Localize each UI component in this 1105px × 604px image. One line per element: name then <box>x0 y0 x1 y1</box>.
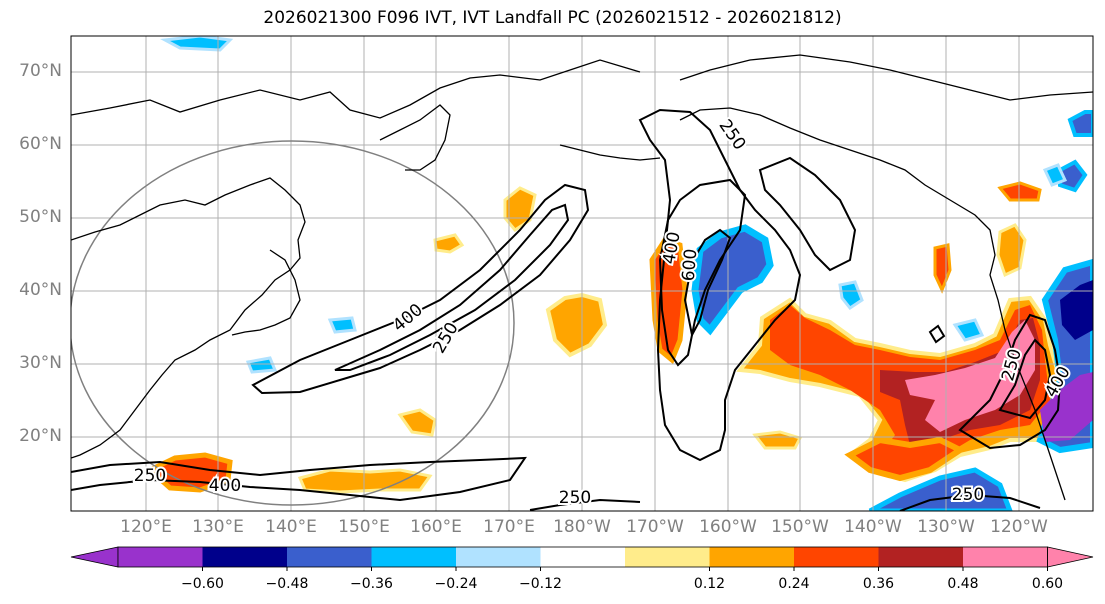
colorbar-segment <box>878 547 964 567</box>
cool-region-central-north <box>691 224 774 336</box>
coastline-kamchatka <box>379 104 451 171</box>
longitude-label: 150°W <box>771 517 829 537</box>
ivt-contours <box>71 108 1062 511</box>
colorbar-segment <box>794 547 879 567</box>
longitude-label: 170°E <box>483 517 535 537</box>
contour-small-loop <box>928 324 946 344</box>
cool-region-arctic-east <box>1067 110 1093 137</box>
contour-label-600-central: 600 <box>679 248 702 282</box>
colorbar-segment <box>540 547 626 567</box>
latitude-label: 50°N <box>19 207 62 227</box>
cool-spot-2 <box>327 316 357 334</box>
coastline-aleutians <box>559 144 661 161</box>
longitude-label: 130°W <box>917 517 975 537</box>
cool-spot-5 <box>1042 163 1068 187</box>
warm-spot-hawaii-north <box>545 292 608 358</box>
contour-250-coast <box>958 313 1062 450</box>
longitude-label: 130°E <box>192 517 244 537</box>
contour-label-400-pacific: 400 <box>389 300 427 336</box>
colorbar-tick-label: 0.36 <box>862 576 895 592</box>
contour-250-east <box>758 156 857 272</box>
coastlines <box>71 54 1093 501</box>
colorbar-segment <box>625 547 710 567</box>
longitude-label: 150°E <box>338 517 390 537</box>
colorbar <box>70 546 1094 571</box>
purple-region-coast <box>1040 372 1093 442</box>
cool-spot-4 <box>245 356 278 374</box>
colorbar-tick-label: 0.60 <box>1031 576 1064 592</box>
warm-spot-west-3 <box>397 408 437 437</box>
colorbar-extend-high <box>1047 546 1094 568</box>
contour-250-pacific <box>251 183 590 395</box>
latitude-label: 60°N <box>19 134 62 154</box>
plot-frame <box>70 35 1094 512</box>
landfall-region-circle <box>71 140 515 506</box>
coastline-alaska <box>679 107 1066 501</box>
colorbar-tick-label: −0.36 <box>350 576 393 592</box>
navy-region-coast <box>1060 280 1093 340</box>
longitude-label: 120°W <box>990 517 1048 537</box>
contour-label-250-south-east: 250 <box>952 485 984 505</box>
longitude-label: 120°E <box>120 517 172 537</box>
longitude-label: 140°E <box>265 517 317 537</box>
longitude-label: 160°W <box>699 517 757 537</box>
contour-400-pacific <box>334 203 570 371</box>
coastline-japan <box>231 249 301 336</box>
contour-label-400-south-west: 400 <box>209 476 241 496</box>
colorbar-segment <box>118 547 203 567</box>
contour-250-south-east <box>899 493 1041 511</box>
latitude-label: 40°N <box>19 280 62 300</box>
colorbar-tick-label: −0.24 <box>434 576 478 592</box>
colorbar-segment <box>287 547 372 567</box>
cool-region-south-east <box>868 467 1013 511</box>
longitude-label: 140°W <box>844 517 902 537</box>
colorbar-tick-label: −0.48 <box>265 576 309 592</box>
warm-spot-inland <box>933 243 952 294</box>
warm-spot-coast-oregon <box>996 223 1027 278</box>
colorbar-outline <box>117 546 1048 568</box>
colorbar-segment <box>709 547 795 567</box>
colorbar-tick-label: 0.24 <box>778 576 810 592</box>
longitude-label: 170°W <box>626 517 684 537</box>
colorbar-tick-label: −0.60 <box>181 576 224 592</box>
colorbar-tick-label: −0.12 <box>519 576 562 592</box>
shaded-regions <box>145 36 1093 511</box>
warm-spot-south-central <box>752 430 803 450</box>
longitude-label: 160°E <box>410 517 462 537</box>
contour-250-central <box>638 108 802 462</box>
cool-region-arctic-west <box>160 36 234 52</box>
coastline-siberia <box>71 59 641 119</box>
warm-band-south-east <box>844 436 966 482</box>
coastline-asia <box>71 177 306 459</box>
latitude-label: 20°N <box>19 426 62 446</box>
graticule <box>71 36 1093 511</box>
colorbar-segment <box>963 547 1048 567</box>
colorbar-tick-label: 0.48 <box>947 576 979 592</box>
contour-250-south <box>71 456 527 502</box>
map-title: 2026021300 F096 IVT, IVT Landfall PC (20… <box>263 8 842 28</box>
contour-label-250-south-west: 250 <box>134 466 166 486</box>
colorbar-segment <box>202 547 288 567</box>
cool-spot-3 <box>952 318 985 342</box>
contour-250-south-center <box>529 498 641 511</box>
longitude-label: 180°W <box>553 517 611 537</box>
warm-spot-coast-bc <box>997 181 1042 202</box>
contour-400-coast <box>998 338 1052 420</box>
warm-spot-west-4 <box>297 468 433 494</box>
contour-400-central <box>658 178 747 367</box>
latitude-label: 70°N <box>19 61 62 81</box>
colorbar-segment <box>456 547 541 567</box>
contour-600-central <box>683 228 732 338</box>
contour-label-250-south-central: 250 <box>559 488 591 508</box>
latitude-label: 30°N <box>19 353 62 373</box>
colorbar-tick-label: 0.12 <box>693 576 726 592</box>
cool-spot-1 <box>838 280 864 311</box>
colorbar-segment <box>371 547 457 567</box>
warm-spot-west-2 <box>433 233 465 254</box>
colorbar-extend-low <box>70 546 119 568</box>
contour-label-250-pacific: 250 <box>429 319 463 357</box>
coastline-alaska-north <box>679 54 1093 101</box>
